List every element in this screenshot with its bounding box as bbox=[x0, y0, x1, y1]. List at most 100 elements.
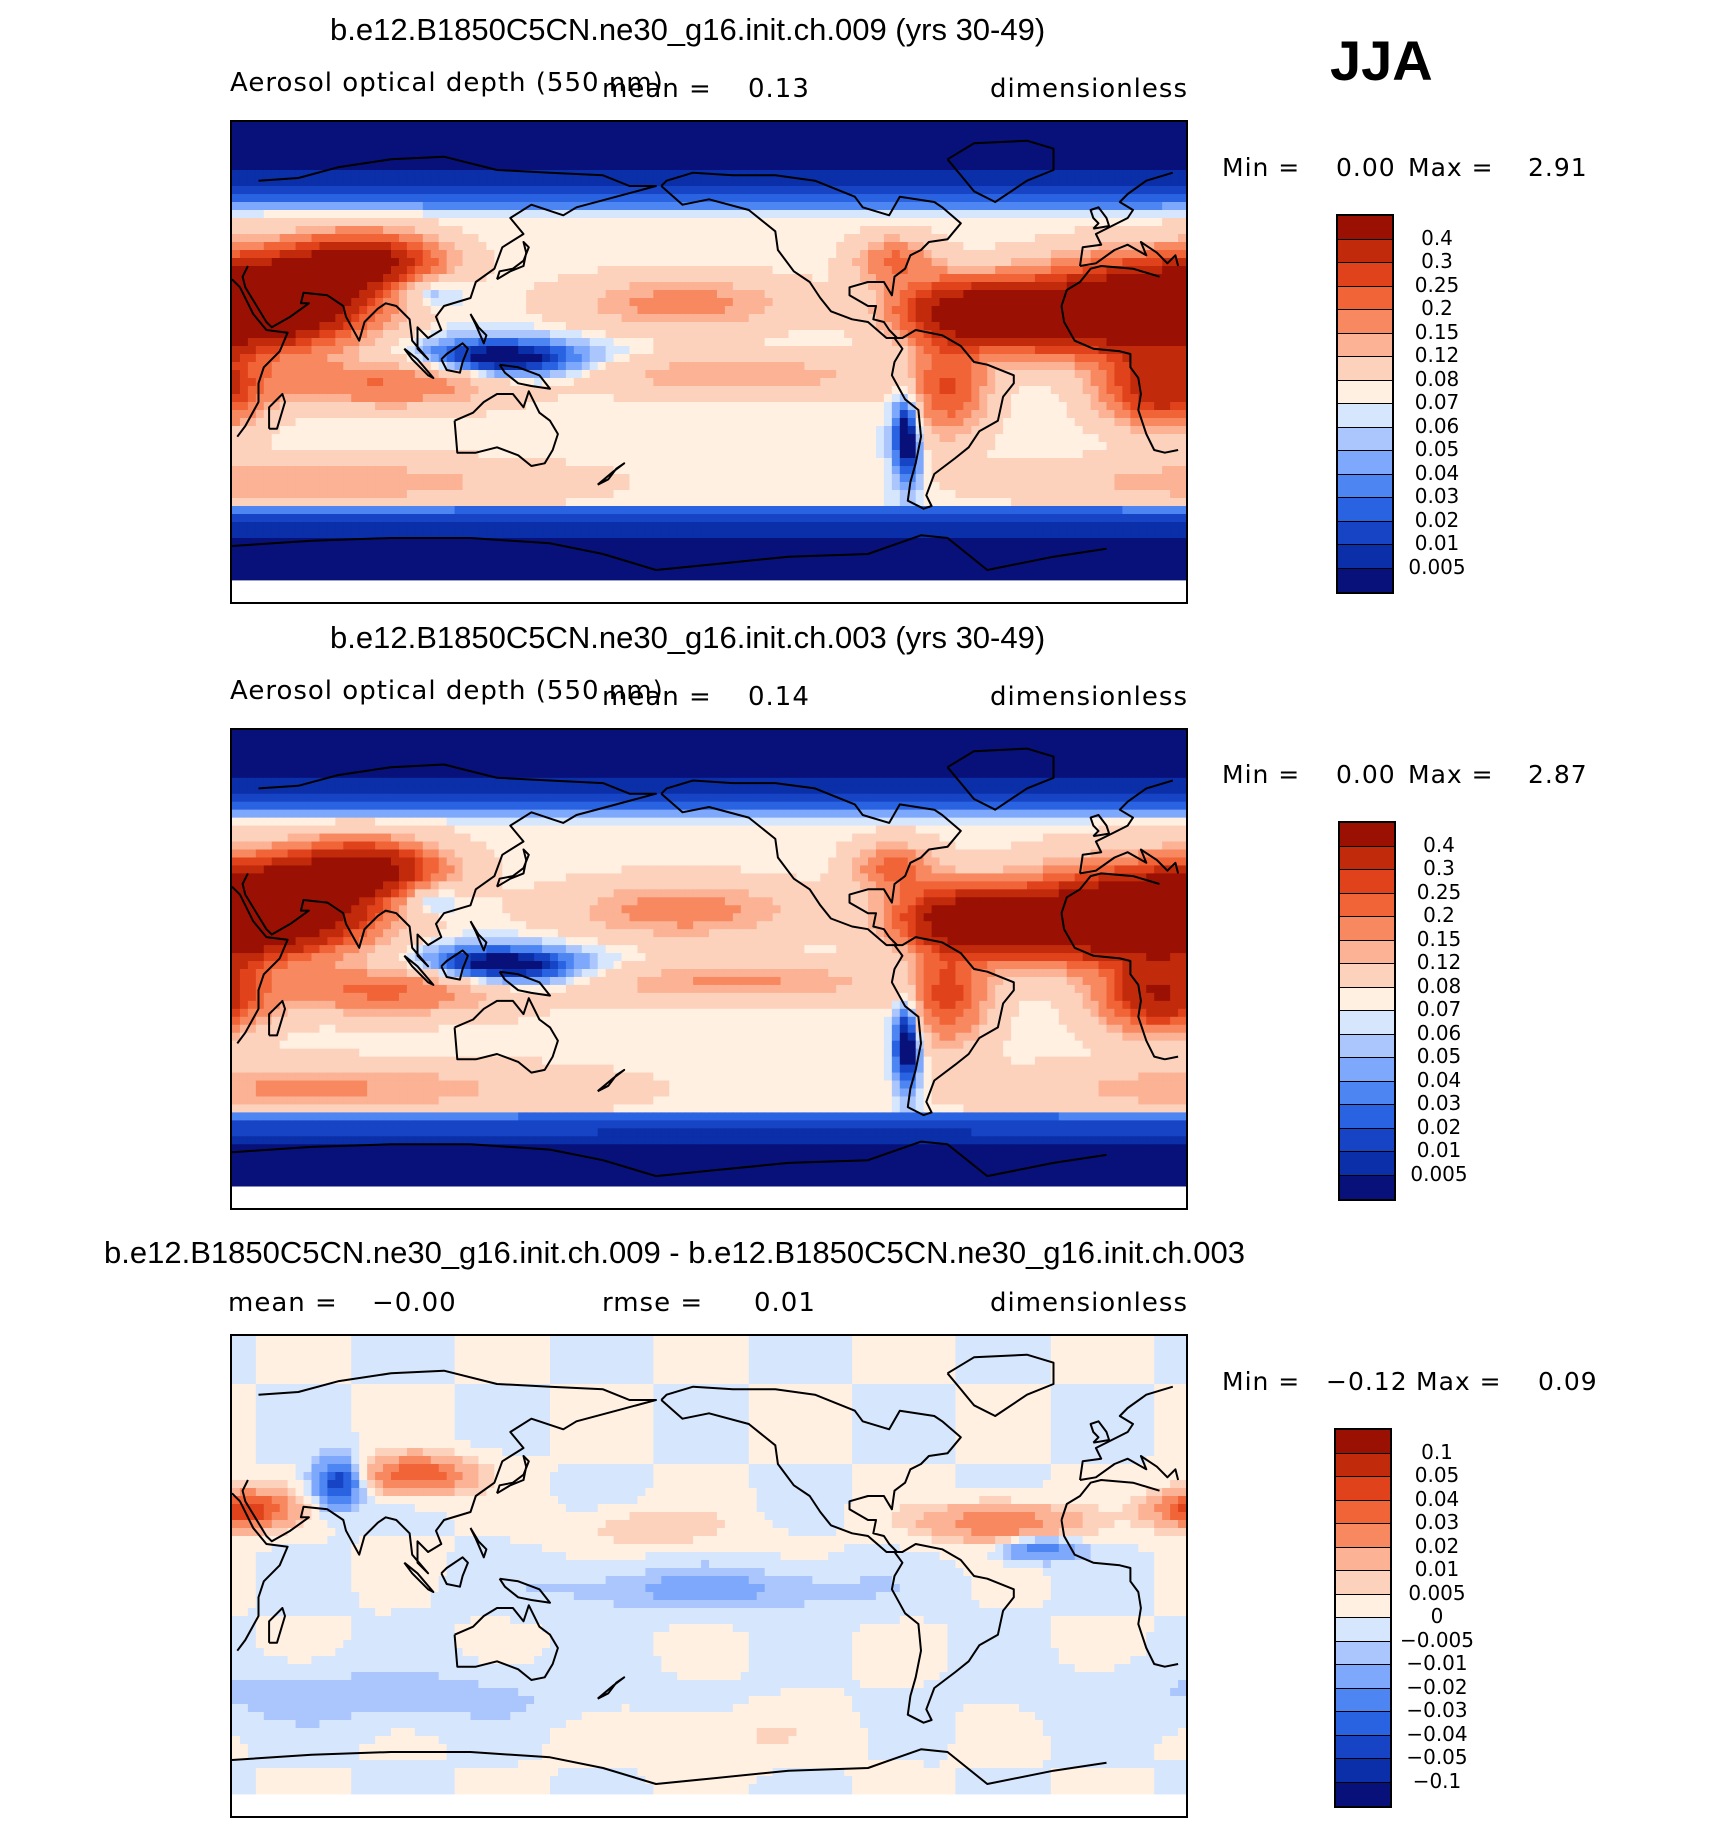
field-cell bbox=[860, 170, 869, 179]
field-cell bbox=[550, 162, 559, 171]
field-cell bbox=[804, 338, 813, 347]
field-cell bbox=[1050, 138, 1060, 147]
field-cell bbox=[1003, 242, 1012, 251]
field-cell bbox=[605, 250, 615, 259]
field-cell bbox=[891, 394, 901, 403]
field-cell bbox=[518, 418, 527, 427]
field-cell bbox=[359, 306, 368, 315]
field-cell bbox=[526, 338, 535, 347]
field-cell bbox=[947, 338, 957, 347]
field-cell bbox=[232, 234, 241, 243]
field-cell bbox=[709, 394, 718, 403]
field-cell bbox=[391, 402, 400, 411]
field-cell bbox=[462, 338, 472, 347]
field-cell bbox=[1082, 354, 1092, 363]
field-cell bbox=[796, 226, 805, 235]
field-cell bbox=[987, 178, 996, 187]
field-cell bbox=[621, 394, 631, 403]
field-cell bbox=[772, 386, 782, 395]
field-cell bbox=[1019, 122, 1028, 131]
field-cell bbox=[367, 162, 376, 171]
field-cell bbox=[351, 274, 360, 283]
field-cell bbox=[844, 306, 853, 315]
field-cell bbox=[772, 346, 782, 355]
field-cell bbox=[732, 426, 742, 435]
field-cell bbox=[931, 362, 941, 371]
field-cell bbox=[1170, 306, 1179, 315]
field-cell bbox=[430, 122, 440, 131]
field-cell bbox=[891, 202, 901, 211]
field-cell bbox=[764, 434, 774, 443]
field-cell bbox=[1162, 306, 1171, 315]
field-cell bbox=[486, 226, 495, 235]
field-cell bbox=[1098, 266, 1108, 275]
field-cell bbox=[748, 394, 758, 403]
field-cell bbox=[335, 154, 344, 163]
field-cell bbox=[597, 338, 607, 347]
field-cell bbox=[923, 434, 933, 443]
field-cell bbox=[414, 194, 424, 203]
field-cell bbox=[478, 178, 487, 187]
field-cell bbox=[287, 442, 297, 451]
field-cell bbox=[796, 370, 805, 379]
field-cell bbox=[1034, 250, 1044, 259]
field-cell bbox=[550, 362, 559, 371]
field-cell bbox=[709, 410, 718, 419]
field-cell bbox=[1170, 242, 1179, 251]
field-cell bbox=[907, 402, 917, 411]
field-cell bbox=[653, 154, 662, 163]
field-cell bbox=[979, 226, 988, 235]
field-cell bbox=[1146, 146, 1155, 155]
field-cell bbox=[1162, 266, 1171, 275]
field-cell bbox=[677, 410, 686, 419]
field-cell bbox=[947, 298, 957, 307]
field-cell bbox=[605, 402, 615, 411]
field-cell bbox=[462, 314, 472, 323]
field-cell bbox=[271, 306, 281, 315]
field-cell bbox=[629, 186, 639, 195]
field-cell bbox=[518, 354, 527, 363]
field-cell bbox=[939, 314, 949, 323]
field-cell bbox=[573, 394, 583, 403]
field-cell bbox=[923, 298, 933, 307]
field-cell bbox=[716, 274, 726, 283]
field-cell bbox=[1042, 378, 1052, 387]
field-cell bbox=[557, 354, 567, 363]
field-cell bbox=[287, 250, 297, 259]
field-cell bbox=[852, 314, 861, 323]
field-cell bbox=[279, 226, 289, 235]
field-cell bbox=[454, 330, 464, 339]
field-cell bbox=[502, 210, 511, 219]
field-cell bbox=[939, 418, 949, 427]
field-cell bbox=[812, 346, 821, 355]
field-cell bbox=[367, 130, 376, 139]
field-cell bbox=[701, 274, 710, 283]
field-cell bbox=[883, 178, 893, 187]
field-cell bbox=[1146, 354, 1155, 363]
field-cell bbox=[430, 210, 440, 219]
field-cell bbox=[327, 218, 336, 227]
field-cell bbox=[653, 242, 662, 251]
field-cell bbox=[995, 378, 1004, 387]
field-cell bbox=[287, 298, 297, 307]
field-cell bbox=[701, 378, 710, 387]
field-cell bbox=[661, 298, 670, 307]
field-cell bbox=[1027, 146, 1036, 155]
field-cell bbox=[852, 226, 861, 235]
field-cell bbox=[391, 202, 400, 211]
field-cell bbox=[430, 306, 440, 315]
field-cell bbox=[716, 138, 726, 147]
field-cell bbox=[335, 210, 344, 219]
field-cell bbox=[1027, 226, 1036, 235]
field-cell bbox=[550, 266, 559, 275]
field-cell bbox=[756, 298, 766, 307]
field-cell bbox=[1042, 354, 1052, 363]
field-cell bbox=[868, 250, 877, 259]
field-cell bbox=[724, 218, 734, 227]
field-cell bbox=[367, 274, 376, 283]
field-cell bbox=[764, 274, 774, 283]
field-cell bbox=[1050, 258, 1060, 267]
field-cell bbox=[947, 434, 957, 443]
field-cell bbox=[343, 210, 352, 219]
field-cell bbox=[820, 226, 829, 235]
